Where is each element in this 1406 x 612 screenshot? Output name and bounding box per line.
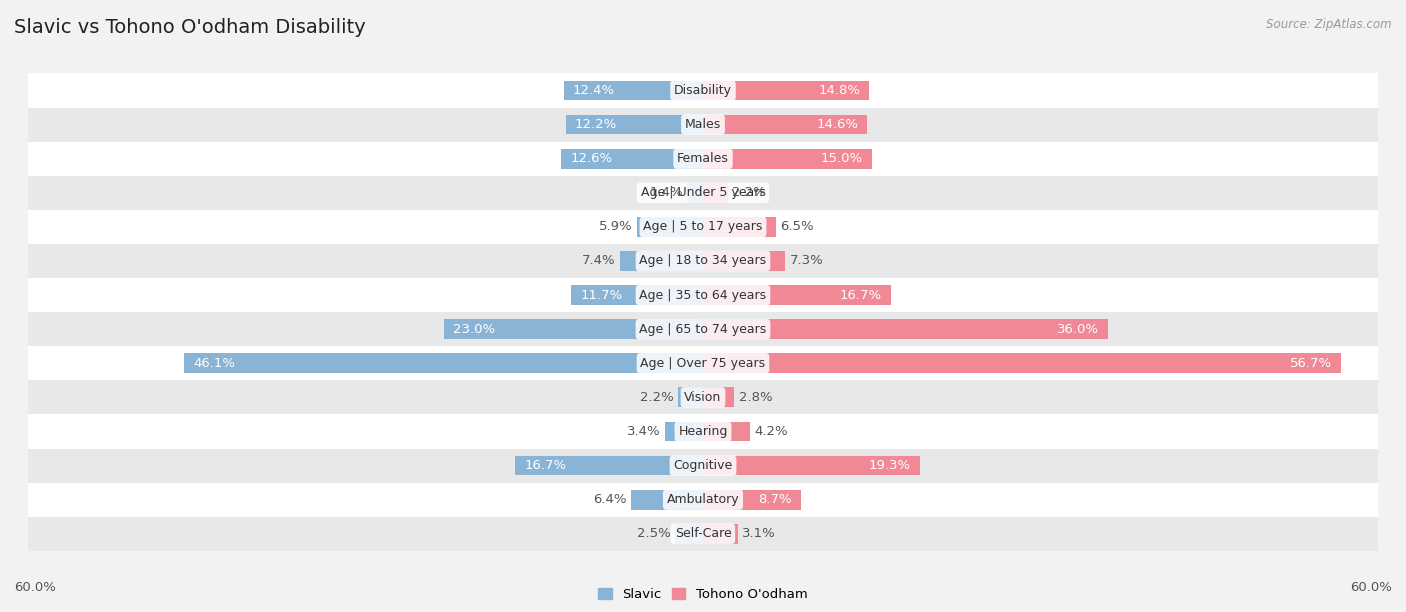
Text: 11.7%: 11.7% — [581, 289, 623, 302]
Text: 16.7%: 16.7% — [524, 459, 567, 472]
Bar — [703, 149, 872, 168]
Text: Cognitive: Cognitive — [673, 459, 733, 472]
Text: 1.4%: 1.4% — [650, 186, 683, 200]
Text: 8.7%: 8.7% — [758, 493, 792, 506]
Text: Age | Under 5 years: Age | Under 5 years — [641, 186, 765, 200]
Text: Disability: Disability — [673, 84, 733, 97]
Bar — [28, 73, 1378, 108]
Bar — [28, 346, 1378, 380]
Text: Age | 18 to 34 years: Age | 18 to 34 years — [640, 255, 766, 267]
Text: Age | 5 to 17 years: Age | 5 to 17 years — [644, 220, 762, 233]
Bar — [565, 114, 703, 135]
Bar — [703, 524, 738, 543]
Bar — [678, 387, 703, 407]
Text: Females: Females — [678, 152, 728, 165]
Bar — [703, 285, 891, 305]
Bar — [444, 319, 703, 339]
Bar — [703, 456, 920, 476]
Text: 36.0%: 36.0% — [1057, 323, 1099, 335]
Bar — [703, 183, 728, 203]
Bar — [561, 149, 703, 168]
Text: Age | Over 75 years: Age | Over 75 years — [641, 357, 765, 370]
Bar — [28, 517, 1378, 551]
Bar — [28, 278, 1378, 312]
Bar — [184, 353, 703, 373]
Text: 2.5%: 2.5% — [637, 528, 671, 540]
Text: Ambulatory: Ambulatory — [666, 493, 740, 506]
Bar — [688, 183, 703, 203]
Bar — [631, 490, 703, 510]
Text: 46.1%: 46.1% — [194, 357, 235, 370]
Text: 14.8%: 14.8% — [818, 84, 860, 97]
Text: 15.0%: 15.0% — [821, 152, 863, 165]
Text: 12.2%: 12.2% — [575, 118, 617, 131]
Text: Age | 65 to 74 years: Age | 65 to 74 years — [640, 323, 766, 335]
Text: 12.4%: 12.4% — [572, 84, 614, 97]
Text: 3.1%: 3.1% — [742, 528, 776, 540]
Text: 19.3%: 19.3% — [869, 459, 911, 472]
Text: Self-Care: Self-Care — [675, 528, 731, 540]
Bar — [665, 422, 703, 441]
Bar — [28, 483, 1378, 517]
Bar — [703, 251, 785, 271]
Bar — [703, 387, 734, 407]
Bar — [703, 81, 869, 100]
Text: 7.3%: 7.3% — [790, 255, 824, 267]
Bar — [515, 456, 703, 476]
Text: 16.7%: 16.7% — [839, 289, 882, 302]
Text: 12.6%: 12.6% — [571, 152, 613, 165]
Bar — [28, 244, 1378, 278]
Text: 56.7%: 56.7% — [1289, 357, 1331, 370]
Bar — [28, 312, 1378, 346]
Bar — [28, 141, 1378, 176]
Text: 4.2%: 4.2% — [755, 425, 789, 438]
Bar — [620, 251, 703, 271]
Bar — [28, 414, 1378, 449]
Bar — [703, 217, 776, 237]
Text: Vision: Vision — [685, 391, 721, 404]
Text: 60.0%: 60.0% — [14, 581, 56, 594]
Text: Slavic vs Tohono O'odham Disability: Slavic vs Tohono O'odham Disability — [14, 18, 366, 37]
Text: 2.8%: 2.8% — [740, 391, 773, 404]
Bar — [703, 319, 1108, 339]
Text: 2.2%: 2.2% — [640, 391, 673, 404]
Bar — [703, 422, 751, 441]
Bar — [675, 524, 703, 543]
Bar — [703, 490, 801, 510]
Bar — [28, 210, 1378, 244]
Text: 6.4%: 6.4% — [593, 493, 627, 506]
Text: 60.0%: 60.0% — [1350, 581, 1392, 594]
Text: 2.2%: 2.2% — [733, 186, 766, 200]
Text: Source: ZipAtlas.com: Source: ZipAtlas.com — [1267, 18, 1392, 31]
Bar — [703, 353, 1341, 373]
Bar — [28, 449, 1378, 483]
Text: 14.6%: 14.6% — [817, 118, 858, 131]
Legend: Slavic, Tohono O'odham: Slavic, Tohono O'odham — [593, 582, 813, 606]
Text: 5.9%: 5.9% — [599, 220, 633, 233]
Text: 7.4%: 7.4% — [582, 255, 616, 267]
Bar — [28, 380, 1378, 414]
Bar — [703, 114, 868, 135]
Text: Hearing: Hearing — [678, 425, 728, 438]
Bar — [564, 81, 703, 100]
Bar — [28, 108, 1378, 141]
Text: 3.4%: 3.4% — [627, 425, 661, 438]
Text: 23.0%: 23.0% — [453, 323, 495, 335]
Text: 6.5%: 6.5% — [780, 220, 814, 233]
Text: Age | 35 to 64 years: Age | 35 to 64 years — [640, 289, 766, 302]
Bar — [28, 176, 1378, 210]
Bar — [571, 285, 703, 305]
Bar — [637, 217, 703, 237]
Text: Males: Males — [685, 118, 721, 131]
